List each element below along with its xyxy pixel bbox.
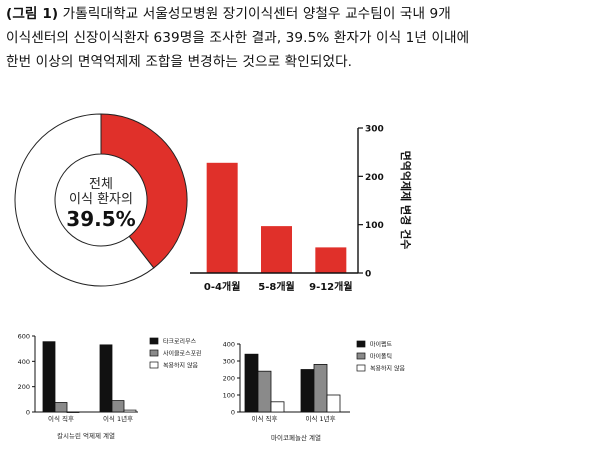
small-ytick-label: 200 xyxy=(18,383,30,391)
small-bar xyxy=(326,394,341,413)
donut-slice-unchanged xyxy=(14,113,155,287)
small-bar xyxy=(244,353,259,413)
bar-main-bar xyxy=(315,247,347,273)
bar-main-xtick: 0-4개월 xyxy=(204,280,240,293)
small-legend-label: 마이폴틱 xyxy=(370,353,392,361)
figure-label: (그림 1) xyxy=(6,6,59,22)
donut-center-value: 39.5% xyxy=(66,207,135,231)
small-bar xyxy=(99,344,113,413)
small-legend-label: 복용하지 않음 xyxy=(370,365,406,373)
bar-main-ytick-label: 300 xyxy=(365,125,384,135)
caption-text: 가톨릭대학교 서울성모병원 장기이식센터 양철우 교수팀이 국내 9개 이식센터… xyxy=(6,6,470,70)
small-bar xyxy=(66,411,80,413)
small2-xlabel: 마이코페놀산 계열 xyxy=(271,433,321,442)
small-legend-swatch xyxy=(149,349,159,357)
bar-main-ytick-label: 100 xyxy=(365,221,384,231)
small-ytick-label: 0 xyxy=(26,409,30,417)
small-ytick-label: 0 xyxy=(231,409,235,417)
small-legend-label: 복용하지 않음 xyxy=(163,362,199,370)
small-legend-swatch xyxy=(356,352,366,360)
small-bar xyxy=(42,341,56,413)
small-bar xyxy=(111,400,125,413)
small-bar xyxy=(270,401,285,413)
bar-main-bar xyxy=(206,162,238,273)
bar-main-ytick-label: 200 xyxy=(365,173,384,183)
small-ytick-label: 600 xyxy=(18,333,30,341)
bar-main-bar xyxy=(261,226,292,273)
small-ytick-label: 200 xyxy=(223,375,235,383)
small-legend-swatch xyxy=(356,340,366,348)
small-legend-label: 마이펩트 xyxy=(370,341,393,349)
small-legend-label: 사이클로스포린 xyxy=(163,350,202,358)
small-ytick-label: 400 xyxy=(223,341,235,349)
small-bar xyxy=(257,370,272,413)
small-xtick-label: 이식 1년후 xyxy=(305,414,335,423)
small1-xlabel: 칼시뉴린 억제제 계열 xyxy=(57,431,115,440)
small-xtick-label: 이식 직후 xyxy=(252,414,278,423)
small-legend-swatch xyxy=(149,337,159,345)
small-ytick-label: 400 xyxy=(18,358,30,366)
small-ytick-label: 300 xyxy=(223,358,235,366)
donut-center-label-1: 전체 xyxy=(89,177,113,192)
small-legend-label: 타크로리무스 xyxy=(163,338,197,346)
small-bar xyxy=(54,402,68,413)
small-bar xyxy=(313,363,328,413)
small-legend-swatch xyxy=(149,361,159,369)
small-xtick-label: 이식 1년후 xyxy=(103,414,133,423)
small-bar xyxy=(123,409,137,413)
small-legend-swatch xyxy=(356,364,366,372)
figure-caption: (그림 1) 가톨릭대학교 서울성모병원 장기이식센터 양철우 교수팀이 국내 … xyxy=(6,2,602,74)
bar-main-ylabel: 면역억제제 변경 건수 xyxy=(399,151,413,250)
bar-main-ytick-label: 0 xyxy=(365,270,371,280)
donut-center-label-2: 이식 환자의 xyxy=(69,192,133,207)
small-xtick-label: 이식 직후 xyxy=(48,414,74,423)
bar-main-xtick: 9-12개월 xyxy=(309,280,352,293)
donut-slice-changed xyxy=(100,113,188,269)
bar-main-xtick: 5-8개월 xyxy=(258,280,294,293)
small-bar xyxy=(300,369,315,413)
small-ytick-label: 100 xyxy=(223,392,235,400)
